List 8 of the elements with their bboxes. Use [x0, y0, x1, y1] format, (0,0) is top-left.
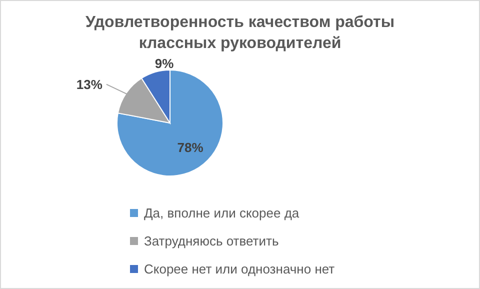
data-label: 13%	[76, 76, 103, 92]
legend-label: Да, вполне или скорее да	[144, 206, 300, 220]
chart-title: Удовлетворенность качеством работы классных руководителей	[85, 14, 395, 52]
legend-label: Затрудняюсь ответить	[144, 234, 279, 248]
data-label: 78%	[177, 140, 204, 155]
legend-label: Скорее нет или однозначно нет	[144, 262, 335, 276]
pie-slice	[116, 70, 224, 176]
data-label: 9%	[154, 56, 174, 71]
